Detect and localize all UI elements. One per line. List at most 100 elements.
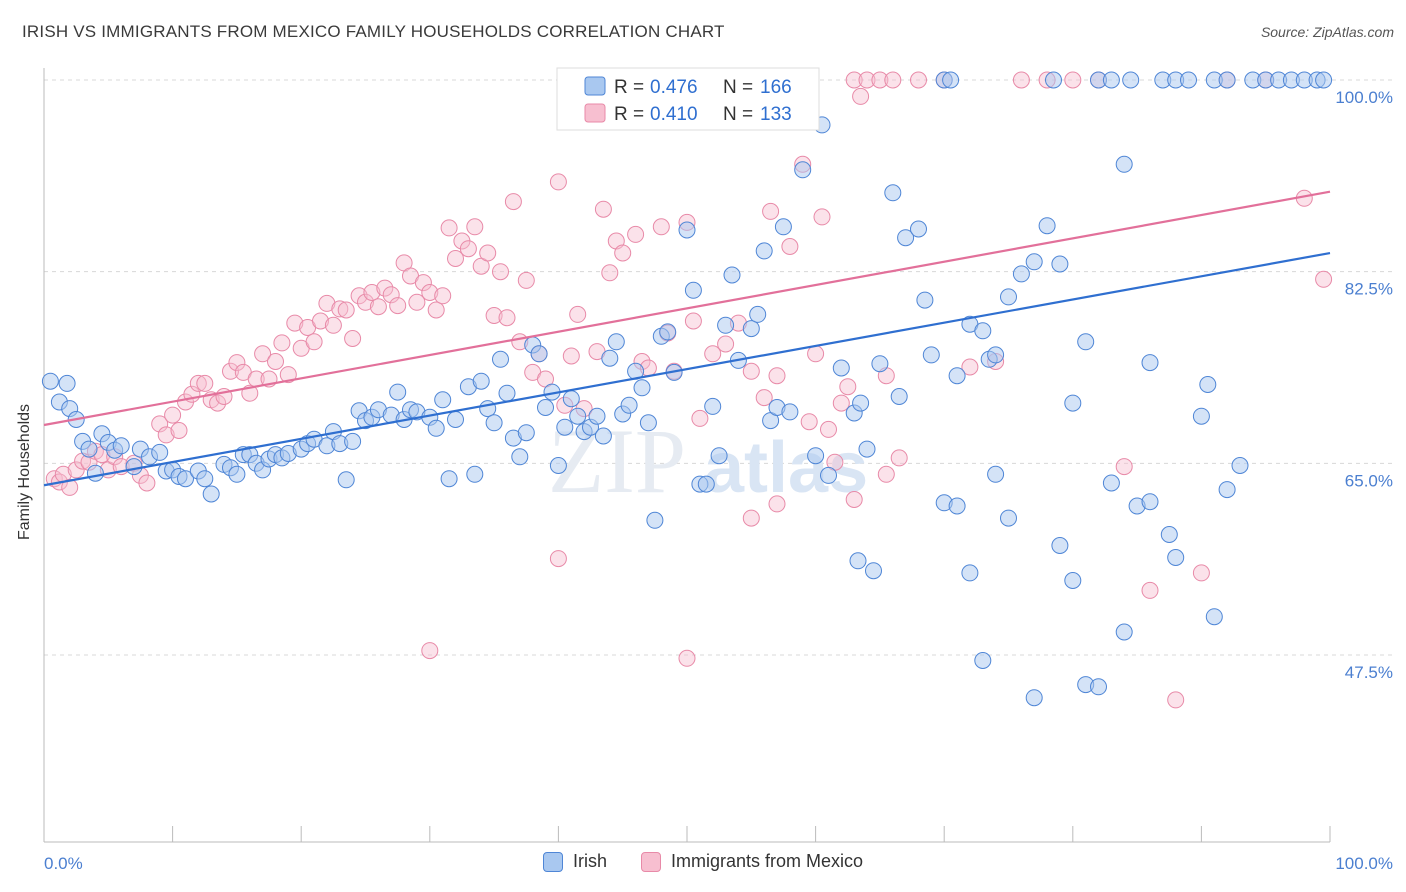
y-tick-labels: 47.5% 65.0% 82.5% 100.0%: [1335, 88, 1393, 682]
irish-point-78: [601, 349, 619, 367]
irish-point-164: [1051, 537, 1069, 554]
mexico-point-135: [768, 495, 786, 513]
mexico-point-4: [67, 461, 85, 479]
mexico-point-109: [845, 71, 863, 89]
mexico-point-140: [890, 449, 908, 467]
irish-point-128: [1012, 265, 1030, 283]
mexico-point-47: [357, 293, 374, 311]
irish-point-147: [1231, 457, 1249, 474]
irish-point-116: [897, 229, 915, 247]
mexico-point-121: [1064, 71, 1082, 89]
irish-point-155: [849, 552, 867, 570]
irish-point-54: [440, 470, 458, 488]
irish-point-134: [1077, 333, 1095, 351]
irish-point-133: [1064, 394, 1082, 412]
legend-label-irish: Irish: [572, 851, 607, 871]
irish-point-119: [922, 346, 940, 364]
irish-point-47: [389, 383, 407, 401]
irish-point-127: [1000, 288, 1017, 306]
mexico-point-61: [447, 250, 464, 267]
irish-point-121: [942, 71, 960, 89]
irish-point-72: [562, 390, 580, 408]
irish-point-115: [890, 388, 908, 405]
irish-point-57: [466, 465, 484, 483]
legend-item-mexico: Immigrants from Mexico: [640, 851, 863, 872]
mexico-point-126: [1192, 564, 1210, 582]
mexico-point-105: [813, 208, 831, 226]
irish-point-68: [537, 399, 554, 416]
irish-point-163: [974, 652, 992, 669]
irish-point-171: [1160, 526, 1178, 543]
irish-point-117: [910, 220, 927, 238]
mexico-point-60: [440, 219, 458, 237]
y-tick-label-0: 47.5%: [1345, 663, 1393, 682]
irish-point-167: [1090, 678, 1107, 696]
irish-point-144: [1192, 407, 1210, 425]
irish-point-55: [447, 411, 464, 428]
mexico-point-83: [601, 264, 619, 282]
legend-bottom: Irish Immigrants from Mexico: [0, 851, 1406, 872]
mexico-point-100: [762, 202, 780, 220]
irish-point-71: [556, 418, 574, 436]
irish-point-65: [517, 424, 535, 442]
irish-point-156: [865, 562, 882, 580]
mexico-point-21: [189, 374, 207, 392]
mexico-point-130: [1315, 270, 1333, 288]
mexico-point-57: [421, 284, 439, 301]
mexico-point-138: [845, 491, 863, 508]
mexico-point-110: [852, 87, 870, 105]
mexico-point-70: [504, 193, 522, 211]
mexico-point-101: [768, 367, 786, 385]
legend-mexico-n-value: 133: [760, 104, 792, 125]
irish-point-81: [620, 396, 638, 414]
mexico-point-22: [196, 374, 214, 392]
irish-point-40: [337, 471, 355, 489]
mexico-point-49: [369, 298, 387, 316]
mexico-point-42: [324, 316, 342, 334]
irish-point-146: [1218, 71, 1236, 89]
mexico-point-17: [164, 406, 182, 424]
irish-point-140: [1141, 354, 1159, 372]
mexico-point-35: [279, 366, 297, 384]
irish-point-73: [569, 407, 587, 425]
irish-point-25: [228, 465, 246, 483]
legend-swatch-mexico: [584, 103, 606, 123]
chart-title: IRISH VS IMMIGRANTS FROM MEXICO FAMILY H…: [22, 22, 725, 41]
irish-point-173: [1199, 376, 1217, 393]
mexico-point-40: [312, 312, 329, 330]
irish-point-96: [723, 266, 741, 284]
irish-point-118: [916, 291, 934, 309]
mexico-point-46: [350, 287, 368, 305]
mexico-point-34: [273, 334, 291, 352]
x-tick-label-max: 100.0%: [1335, 854, 1393, 873]
mexico-point-125: [1167, 691, 1185, 709]
irish-point-11: [112, 437, 130, 455]
irish-point-154: [1315, 71, 1333, 89]
mexico-point-26: [222, 362, 239, 380]
mexico-point-43: [331, 300, 349, 318]
irish-point-98: [742, 320, 760, 338]
y-tick-label-1: 65.0%: [1345, 471, 1393, 490]
mexico-point-51: [382, 286, 400, 304]
irish-point-93: [704, 397, 722, 415]
mexico-point-44: [337, 301, 355, 319]
mexico-point-106: [820, 420, 837, 438]
legend-irish-r-label: R =: [614, 77, 649, 98]
irish-point-174: [1205, 608, 1223, 626]
irish-point-2: [58, 374, 76, 392]
trend-line-irish: [43, 251, 1331, 487]
irish-point-77: [594, 427, 612, 445]
mexico-point-95: [704, 345, 722, 363]
mexico-point-56: [414, 274, 432, 292]
mexico-point-93: [684, 312, 702, 330]
mexico-point-133: [678, 649, 696, 667]
mexico-point-14: [138, 474, 156, 492]
irish-point-92: [697, 475, 715, 493]
irish-point-61: [492, 350, 509, 368]
irish-point-70: [549, 457, 567, 474]
irish-point-160: [987, 465, 1005, 483]
irish-point-22: [202, 485, 220, 503]
mexico-point-15: [151, 415, 169, 433]
irish-point-124: [974, 322, 992, 340]
mexico-point-136: [800, 413, 818, 431]
